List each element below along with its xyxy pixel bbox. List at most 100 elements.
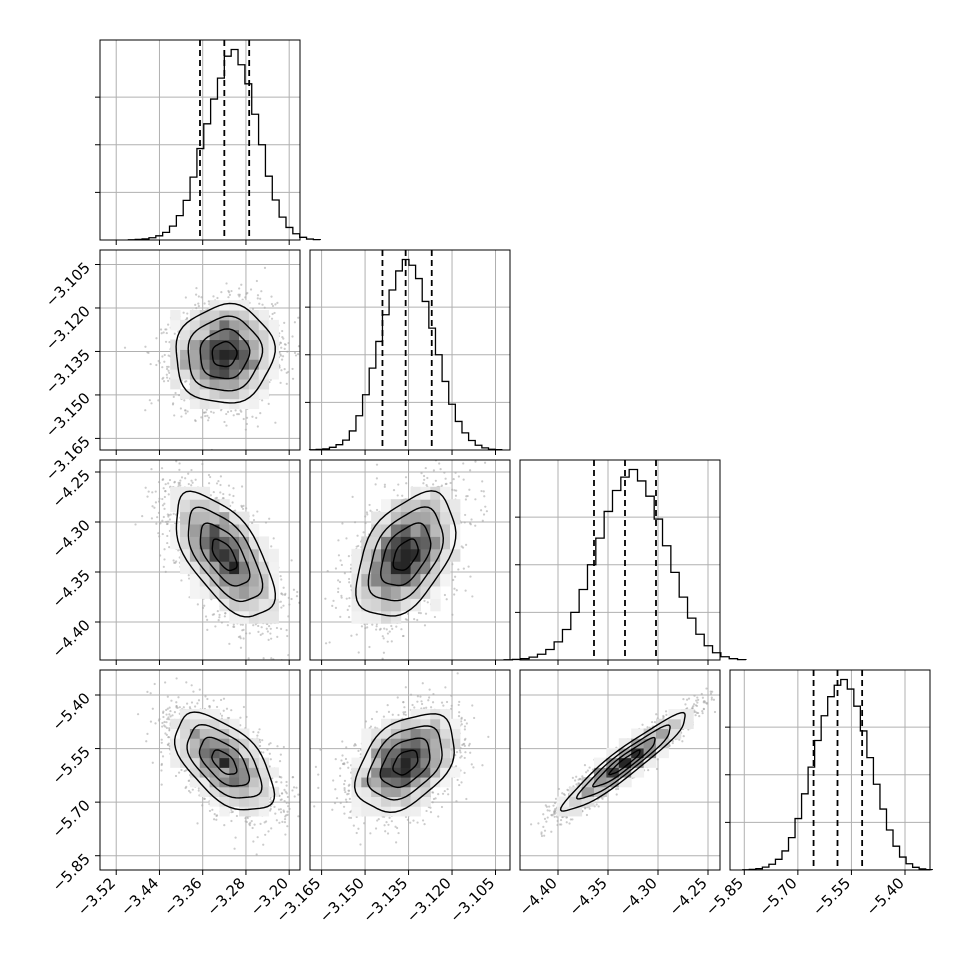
scatter-point: [187, 577, 191, 580]
density-cell: [219, 339, 230, 350]
scatter-point: [251, 826, 254, 830]
scatter-point: [416, 700, 419, 703]
scatter-point: [390, 820, 393, 823]
density-cell: [189, 499, 201, 513]
density-cell: [268, 548, 279, 562]
density-cell: [440, 747, 451, 759]
scatter-point: [277, 808, 281, 811]
scatter-point: [383, 485, 386, 488]
scatter-point: [537, 822, 540, 825]
density-cell: [199, 786, 211, 797]
scatter-point: [343, 788, 346, 792]
histogram-bar: [382, 315, 389, 450]
density-cell: [680, 709, 694, 720]
scatter-point: [279, 381, 282, 384]
density-cell: [229, 339, 240, 350]
scatter-point: [334, 788, 337, 791]
scatter-point: [184, 412, 187, 415]
scatter-point: [212, 295, 215, 298]
scatter-point: [197, 304, 200, 308]
scatter-point: [396, 696, 399, 699]
density-cell: [440, 524, 451, 537]
density-cell: [209, 300, 220, 311]
density-cell: [440, 511, 451, 525]
scatter-point: [343, 572, 346, 575]
density-cell: [199, 573, 211, 587]
scatter-point: [186, 410, 189, 413]
density-cell: [450, 548, 461, 562]
scatter-point: [469, 751, 472, 754]
density-cell: [199, 767, 211, 778]
scatter-point: [207, 482, 211, 485]
scatter-point: [339, 615, 342, 618]
scatter-point: [360, 625, 364, 628]
scatter-point: [337, 590, 340, 594]
scatter-point: [270, 827, 273, 830]
scatter-point: [257, 624, 260, 628]
density-cell: [248, 796, 260, 807]
scatter-point: [256, 297, 259, 300]
density-cell: [440, 718, 451, 729]
scatter-point: [468, 742, 471, 745]
density-cell: [229, 378, 240, 390]
scatter-point: [445, 598, 448, 601]
scatter-point: [450, 748, 453, 751]
scatter-point: [357, 827, 360, 830]
scatter-point: [185, 785, 188, 788]
scatter-point: [334, 606, 338, 609]
scatter-point: [568, 822, 571, 825]
density-cell: [631, 747, 645, 759]
x-tick-label: −3.44: [117, 874, 162, 919]
scatter-point: [546, 816, 549, 819]
scatter-point: [388, 816, 391, 819]
scatter-point: [160, 783, 163, 786]
density-cell: [390, 786, 402, 797]
scatter-point: [546, 809, 549, 812]
scatter-point: [470, 763, 473, 766]
scatter-point: [456, 778, 459, 782]
scatter-point: [282, 604, 285, 607]
y-tick-label: −4.35: [49, 566, 94, 611]
density-cell: [189, 757, 201, 768]
histogram-bar: [579, 590, 587, 660]
density-cell: [420, 757, 431, 768]
scatter-point: [344, 757, 348, 761]
scatter-point: [280, 369, 283, 372]
density-cell: [189, 339, 201, 350]
scatter-point: [178, 468, 181, 471]
scatter-point: [291, 367, 294, 371]
density-cell: [209, 511, 220, 525]
scatter-point: [345, 746, 348, 749]
density-cell: [351, 777, 362, 788]
scatter-point: [339, 774, 342, 778]
scatter-point: [267, 402, 270, 405]
scatter-point: [168, 706, 171, 709]
density-cell: [410, 777, 421, 788]
density-cell: [189, 319, 201, 331]
scatter-point: [420, 707, 423, 710]
density-cell: [268, 349, 279, 360]
density-cell: [189, 310, 201, 321]
scatter-point: [288, 603, 291, 606]
scatter-point: [662, 714, 665, 718]
scatter-point: [146, 732, 149, 735]
scatter-point: [166, 717, 169, 721]
scatter-point: [286, 825, 289, 828]
density-cell: [361, 757, 372, 768]
scatter-point: [420, 472, 423, 475]
scatter-point: [288, 807, 291, 810]
density-cell: [219, 786, 230, 797]
density-cell: [170, 499, 181, 513]
density-cell: [229, 796, 240, 807]
density-cell: [440, 536, 451, 550]
density-cell: [268, 610, 279, 624]
scatter-point: [286, 350, 289, 353]
scatter-point: [232, 494, 235, 498]
scatter-point: [386, 704, 389, 707]
scatter-point: [423, 822, 426, 826]
scatter-point: [337, 587, 340, 590]
scatter-point: [571, 818, 574, 821]
density-cell: [268, 586, 279, 599]
density-cell: [189, 573, 201, 587]
